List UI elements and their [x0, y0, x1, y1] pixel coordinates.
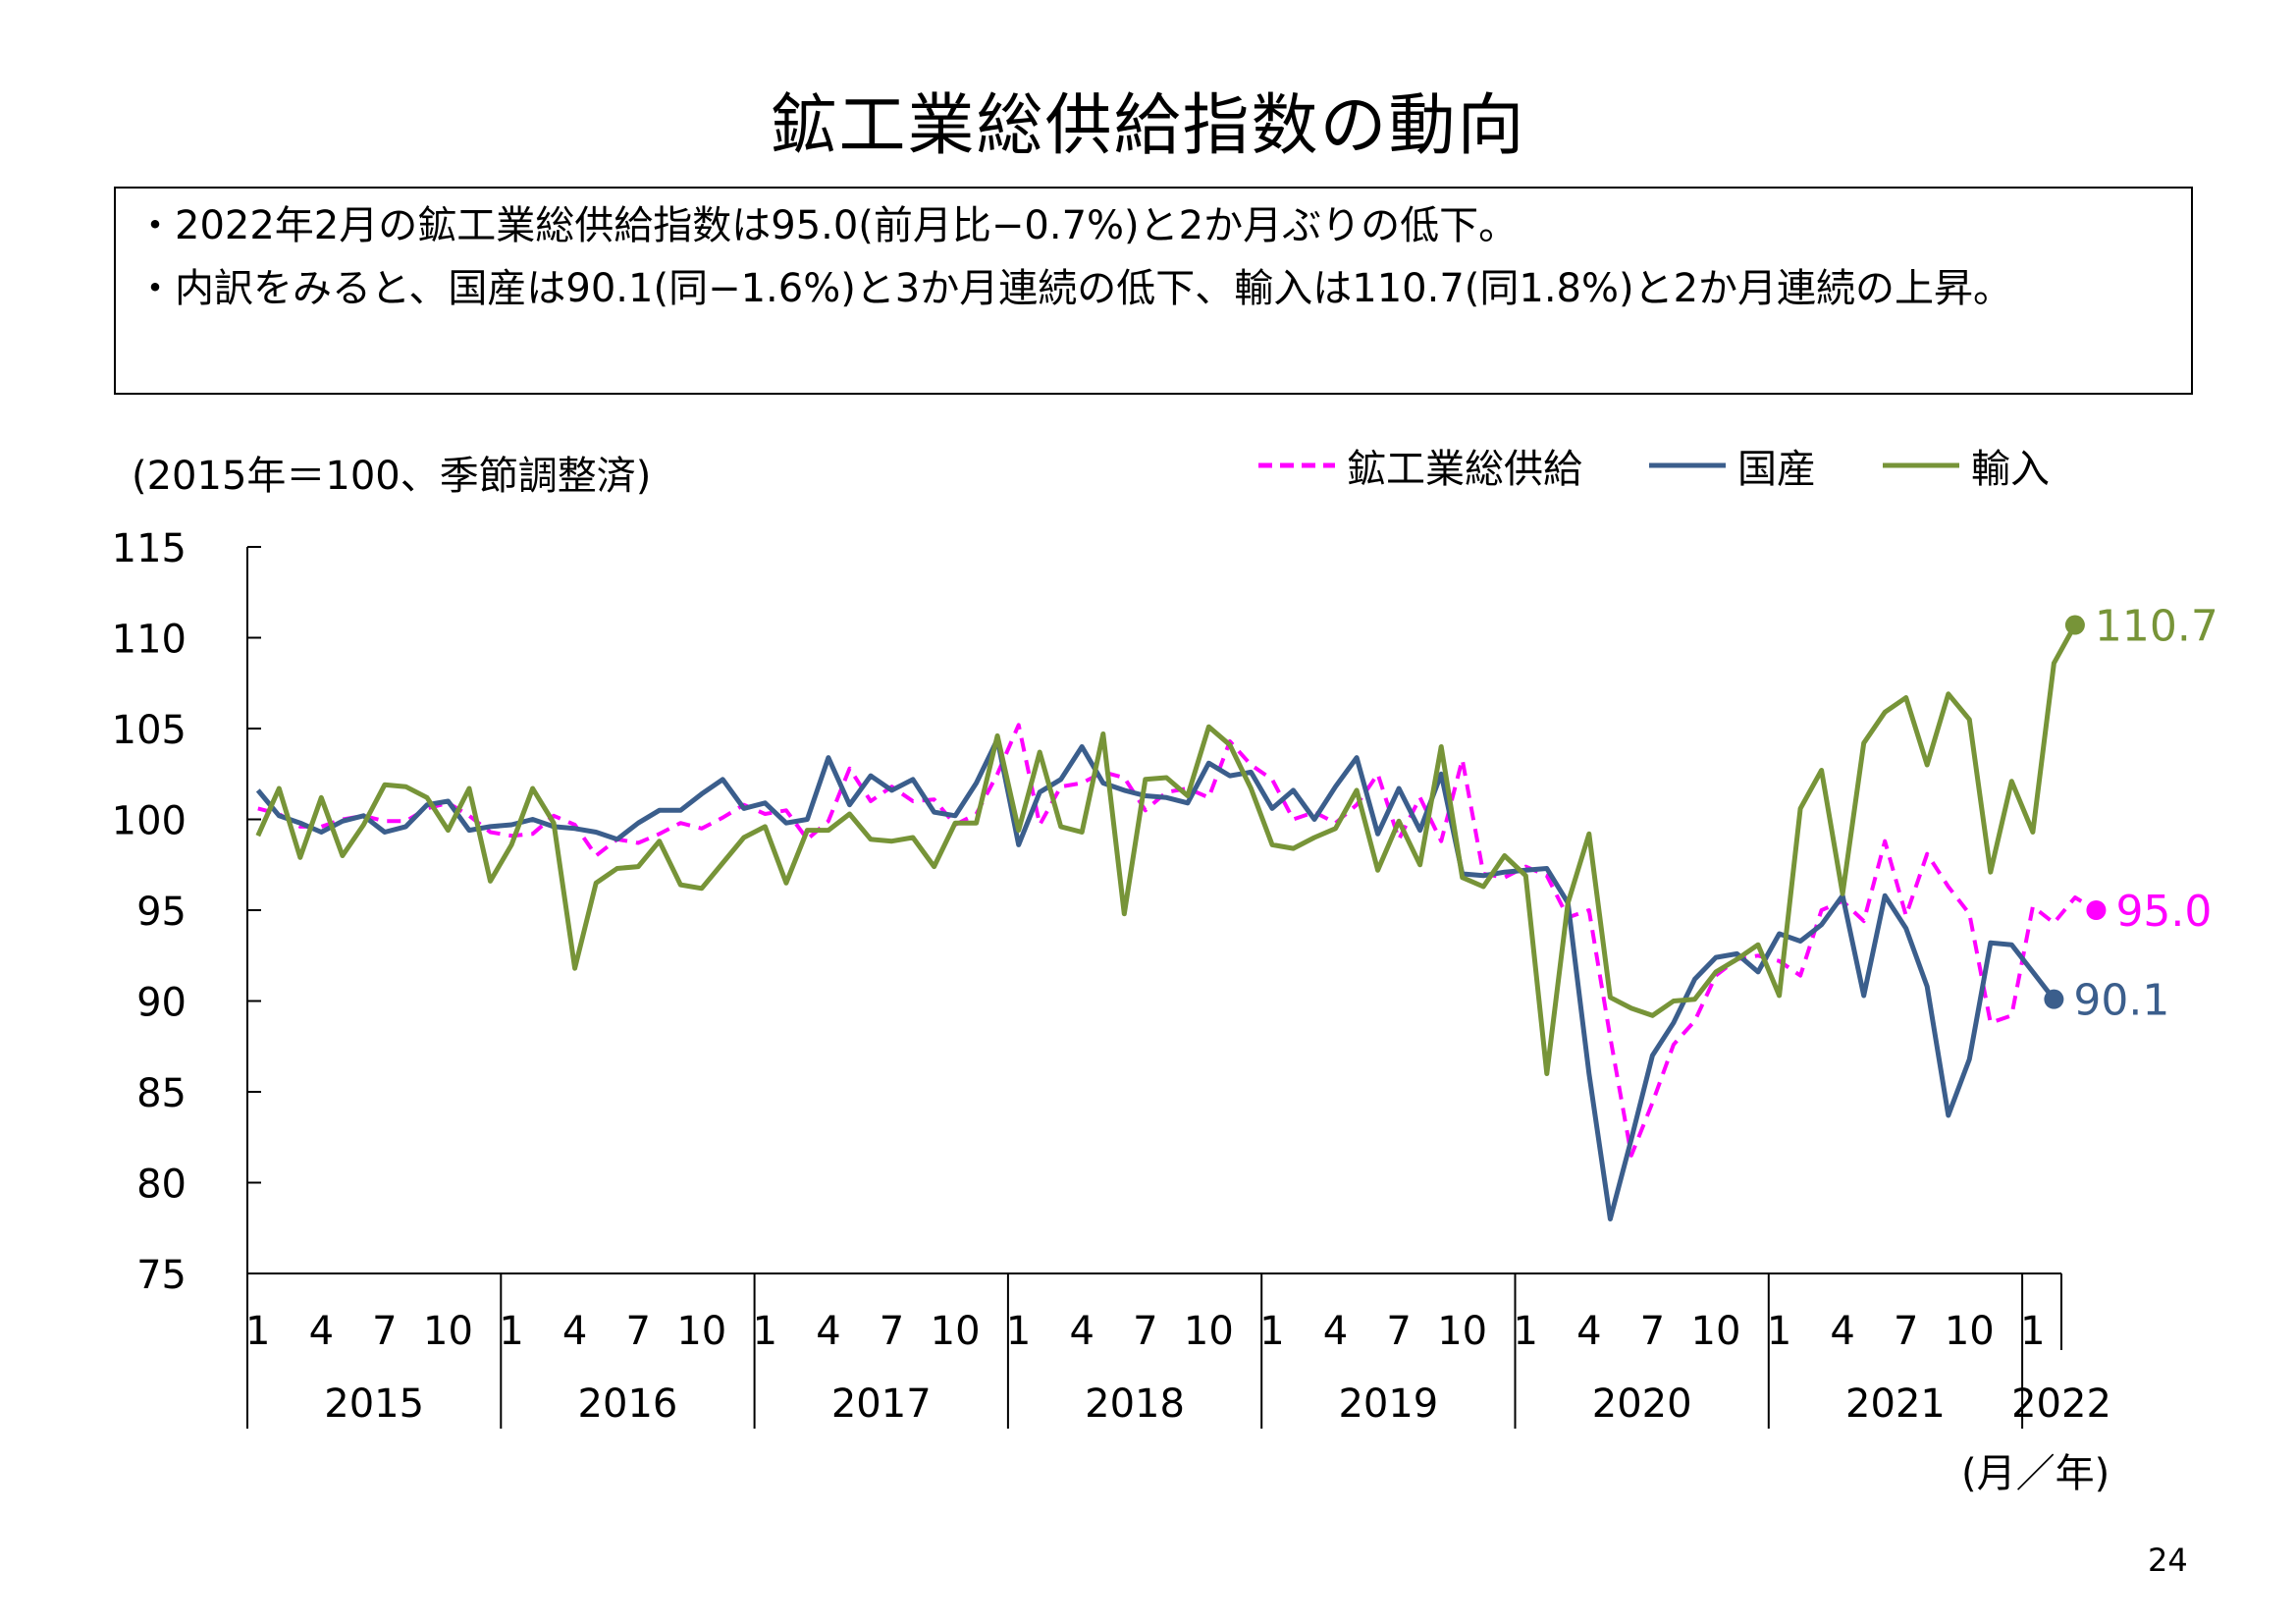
legend-label-import: 輸入 [1971, 447, 2050, 492]
month-tick-label: 7 [1133, 1309, 1157, 1354]
year-tick-label: 2015 [324, 1381, 424, 1427]
month-tick-label: 7 [372, 1309, 397, 1354]
month-tick-label: 1 [245, 1309, 270, 1354]
series-end-marker-2 [2064, 615, 2085, 635]
year-tick-label: 2018 [1085, 1381, 1185, 1427]
page-title: 鉱工業総供給指数の動向 [770, 87, 1526, 165]
year-tick-label: 2021 [1845, 1381, 1946, 1427]
month-tick-label: 4 [1830, 1309, 1854, 1354]
series-end-marker-1 [2044, 989, 2064, 1009]
month-tick-label: 10 [931, 1309, 981, 1354]
month-tick-label: 7 [1894, 1309, 1918, 1354]
month-tick-label: 1 [2020, 1309, 2045, 1354]
legend-label-domestic: 国産 [1737, 447, 1816, 492]
month-tick-label: 4 [816, 1309, 840, 1354]
month-tick-label: 7 [1640, 1309, 1665, 1354]
year-tick-label: 2016 [578, 1381, 678, 1427]
month-tick-label: 10 [1945, 1309, 1995, 1354]
month-tick-label: 1 [1767, 1309, 1791, 1354]
legend-item-import: 輸入 [1883, 437, 2050, 494]
month-tick-label: 1 [1514, 1309, 1538, 1354]
month-tick-label: 4 [1576, 1309, 1601, 1354]
month-tick-label: 7 [1386, 1309, 1411, 1354]
y-tick-label: 80 [136, 1163, 187, 1208]
month-tick-label: 1 [1259, 1309, 1284, 1354]
month-tick-label: 4 [1323, 1309, 1348, 1354]
month-tick-label: 10 [423, 1309, 473, 1354]
month-tick-label: 4 [562, 1309, 587, 1354]
summary-line: ・2022年2月の鉱工業総供給指数は95.0(前月比−0.7%)と2か月ぶりの低… [135, 203, 1519, 248]
month-tick-label: 10 [1437, 1309, 1487, 1354]
series-line-1 [255, 736, 2056, 1221]
month-tick-label: 7 [625, 1309, 650, 1354]
month-tick-label: 1 [499, 1309, 523, 1354]
y-tick-label: 90 [136, 981, 187, 1026]
year-tick-label: 2017 [831, 1381, 932, 1427]
legend-swatch-import [1883, 462, 1959, 468]
month-tick-label: 4 [1070, 1309, 1095, 1354]
legend-label-total: 鉱工業総供給 [1347, 447, 1582, 492]
series-end-marker-0 [2086, 900, 2107, 920]
y-tick-label: 95 [136, 890, 187, 935]
month-tick-label: 1 [1006, 1309, 1031, 1354]
series-line-0 [257, 723, 2098, 1158]
page-number: 24 [2148, 1542, 2188, 1579]
series-end-label-1: 90.1 [2073, 976, 2169, 1026]
y-tick-label: 75 [136, 1253, 187, 1298]
legend-swatch-total [1258, 462, 1335, 468]
series-end-label-0: 95.0 [2115, 887, 2212, 937]
y-tick-label: 110 [112, 618, 187, 663]
unit-note: (2015年＝100、季節調整済) [132, 454, 652, 499]
month-tick-label: 4 [309, 1309, 334, 1354]
year-tick-label: 2022 [2011, 1381, 2111, 1427]
y-tick-label: 105 [112, 708, 187, 753]
chart-legend: 鉱工業総供給 国産 輸入 [1258, 438, 2116, 493]
summary-line: ・内訳をみると、国産は90.1(同−1.6%)と3か月連続の低下、輸入は110.… [135, 266, 2013, 311]
month-tick-label: 10 [1691, 1309, 1741, 1354]
legend-item-domestic: 国産 [1649, 437, 1816, 494]
legend-swatch-domestic [1649, 462, 1726, 468]
y-tick-label: 115 [112, 526, 187, 571]
y-tick-label: 85 [136, 1071, 187, 1116]
year-tick-label: 2020 [1592, 1381, 1692, 1427]
y-tick-label: 100 [112, 799, 187, 844]
month-tick-label: 10 [1184, 1309, 1234, 1354]
month-tick-label: 1 [753, 1309, 777, 1354]
month-tick-label: 10 [676, 1309, 726, 1354]
legend-item-total: 鉱工業総供給 [1258, 437, 1582, 494]
series-end-label-2: 110.7 [2095, 602, 2218, 652]
year-tick-label: 2019 [1338, 1381, 1438, 1427]
axis-unit-label: (月／年) [1961, 1451, 2110, 1496]
series-line-2 [255, 623, 2078, 1076]
month-tick-label: 7 [880, 1309, 904, 1354]
summary-box: ・2022年2月の鉱工業総供給指数は95.0(前月比−0.7%)と2か月ぶりの低… [114, 187, 2193, 395]
